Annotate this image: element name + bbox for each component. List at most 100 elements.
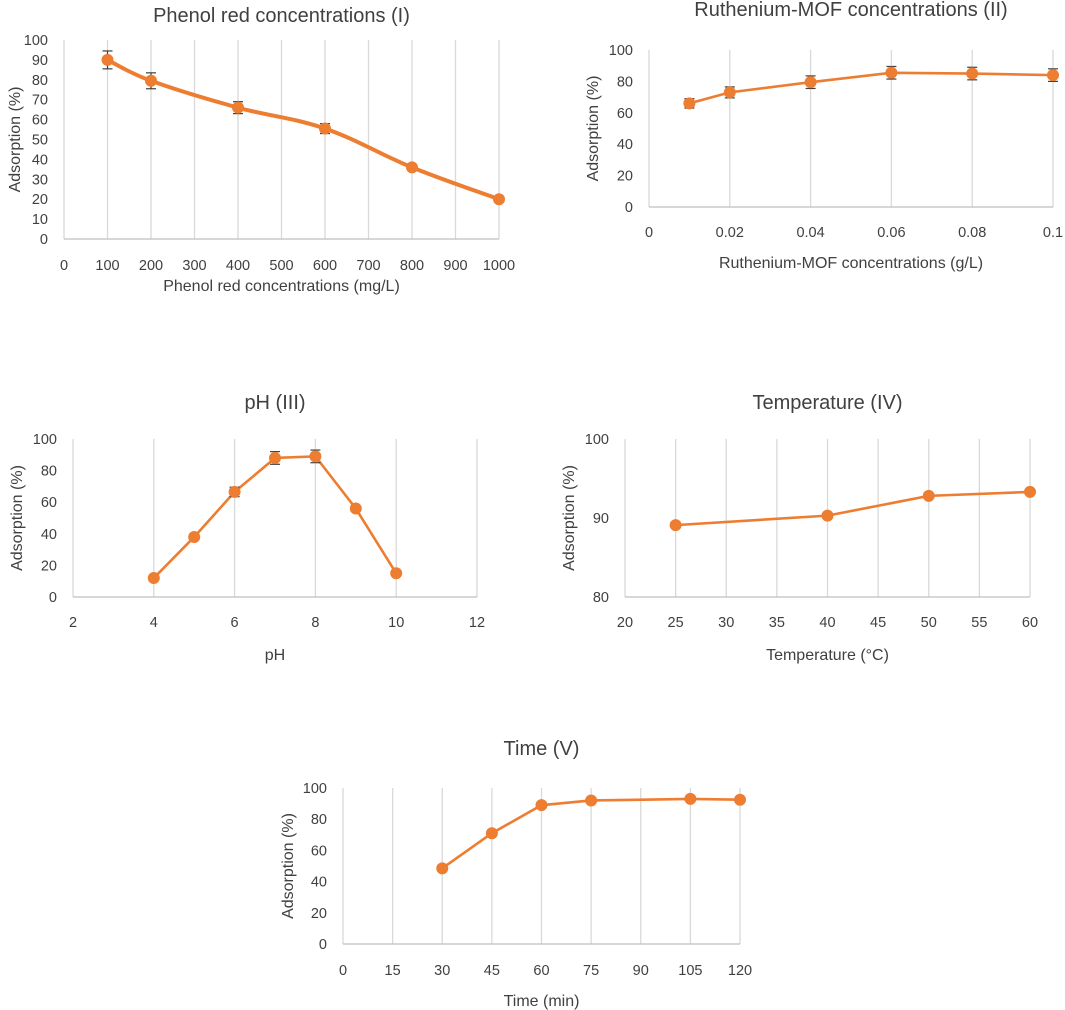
data-point	[669, 519, 682, 532]
x-tick-label: 1000	[483, 258, 515, 274]
y-tick-label: 60	[32, 113, 48, 129]
y-tick-label: 100	[24, 33, 48, 49]
x-tick-label: 12	[469, 615, 485, 631]
chart-phenol-red: 0 100 200 300 400 500 600 700 800 900 1000 0 10 20 30 4…	[7, 5, 515, 295]
data-point	[101, 53, 114, 66]
x-tick-label: 900	[443, 258, 467, 274]
y-tick-label: 20	[311, 906, 327, 922]
data-point	[804, 76, 817, 89]
x-tick-label: 90	[633, 963, 649, 979]
x-tick-label: 15	[385, 963, 401, 979]
x-tick-label: 120	[728, 963, 752, 979]
x-tick-label: 30	[434, 963, 450, 979]
chart-title: Ruthenium-MOF concentrations (II)	[694, 0, 1007, 21]
x-tick-label: 0.04	[796, 225, 824, 241]
x-tick-label: 8	[311, 615, 319, 631]
y-tick-label: 20	[617, 169, 633, 185]
y-axis-label: Adsorption (%)	[280, 813, 297, 919]
x-tick-label: 700	[356, 258, 380, 274]
chart-time: 0 15 30 45 60 75 90 105 120 0 20 40 60 80 100 Time (V) T…	[280, 738, 752, 1010]
y-tick-label: 80	[311, 812, 327, 828]
x-axis-label: Phenol red concentrations (mg/L)	[163, 278, 400, 295]
y-tick-label: 100	[33, 432, 57, 448]
x-tick-label: 500	[269, 258, 293, 274]
y-tick-label: 40	[617, 137, 633, 153]
y-tick-label: 0	[625, 200, 633, 216]
data-point	[147, 572, 160, 585]
data-point	[1024, 485, 1036, 498]
x-tick-label: 105	[678, 963, 702, 979]
x-axis-label: Time (min)	[504, 993, 580, 1010]
chart-title: Temperature (IV)	[752, 392, 902, 414]
x-tick-label: 0	[339, 963, 347, 979]
y-axis-label: Adsorption (%)	[7, 87, 24, 193]
x-tick-label: 60	[533, 963, 549, 979]
y-tick-label: 30	[32, 172, 48, 188]
y-tick-label: 40	[41, 527, 57, 543]
x-tick-label: 800	[400, 258, 424, 274]
x-tick-label: 30	[718, 615, 734, 631]
x-tick-label: 60	[1022, 615, 1038, 631]
data-point	[406, 161, 418, 174]
data-point	[319, 122, 331, 135]
x-axis-label: Ruthenium-MOF concentrations (g/L)	[719, 255, 983, 272]
chart-ruthenium-mof: 0 0.02 0.04 0.06 0.08 0.1 0 20 40 60 80 100 Rutheniu…	[585, 0, 1063, 272]
series-line	[152, 455, 398, 580]
x-tick-label: 0.06	[877, 225, 905, 241]
data-point	[922, 489, 935, 502]
y-tick-label: 40	[32, 152, 48, 168]
x-tick-label: 0	[645, 225, 653, 241]
x-tick-label: 300	[182, 258, 206, 274]
chart-title: Time (V)	[504, 738, 580, 760]
data-point	[585, 794, 598, 807]
x-tick-label: 0	[60, 258, 68, 274]
data-point	[966, 67, 979, 80]
x-tick-label: 4	[150, 615, 158, 631]
y-tick-label: 90	[32, 53, 48, 69]
data-point	[349, 502, 362, 515]
x-tick-label: 50	[921, 615, 937, 631]
x-tick-label: 45	[870, 615, 886, 631]
y-tick-label: 0	[40, 232, 48, 248]
data-point	[684, 792, 697, 805]
y-tick-label: 100	[609, 43, 633, 59]
x-tick-label: 45	[484, 963, 500, 979]
data-point	[309, 450, 322, 463]
y-tick-label: 60	[617, 106, 633, 122]
x-tick-label: 55	[971, 615, 987, 631]
x-tick-label: 200	[139, 258, 163, 274]
series-line	[105, 57, 501, 202]
y-tick-label: 80	[593, 590, 609, 606]
chart-title: Phenol red concentrations (I)	[153, 5, 410, 27]
y-tick-label: 80	[41, 464, 57, 480]
y-tick-label: 60	[311, 843, 327, 859]
data-point	[269, 451, 281, 464]
y-tick-label: 60	[41, 495, 57, 511]
y-tick-label: 80	[617, 74, 633, 90]
chart-ph: 2 4 6 8 10 12 0 20 40 60 80 100 pH (III) pH Adsorption…	[9, 392, 485, 664]
chart-temperature: 20 25 30 35 40 45 50 55 60 80 90 100 Temperature (IV…	[561, 392, 1038, 664]
data-point	[683, 97, 696, 110]
y-tick-label: 10	[32, 212, 48, 228]
x-tick-label: 0.08	[958, 225, 986, 241]
x-tick-label: 0.1	[1043, 225, 1063, 241]
x-tick-label: 2	[69, 615, 77, 631]
x-tick-label: 40	[819, 615, 835, 631]
y-tick-label: 20	[41, 558, 57, 574]
y-tick-label: 100	[585, 432, 609, 448]
y-tick-label: 90	[593, 511, 609, 527]
data-point	[1047, 69, 1059, 82]
y-tick-label: 20	[32, 192, 48, 208]
x-axis-label: pH	[265, 647, 285, 664]
data-point	[228, 485, 241, 498]
series-line	[440, 797, 742, 870]
y-axis-label: Adsorption (%)	[585, 76, 602, 182]
y-tick-label: 100	[303, 781, 327, 797]
data-point	[145, 74, 157, 87]
data-point	[232, 101, 244, 114]
data-point	[436, 862, 449, 875]
chart-title: pH (III)	[244, 392, 305, 414]
x-tick-label: 0.02	[716, 225, 744, 241]
data-point	[821, 509, 834, 522]
